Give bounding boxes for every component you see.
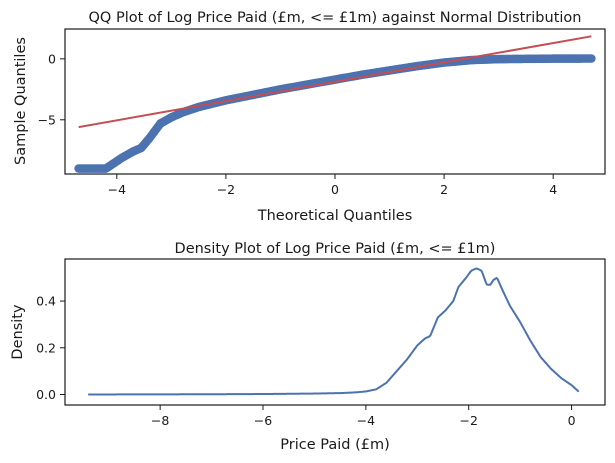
density-plot-xtick-label: 0 [568,413,576,428]
qq-plot-ytick-label: 0 [48,51,56,66]
density-plot-ylabel: Density [10,304,26,360]
qq-plot-ytick-label: −5 [38,112,56,127]
qq-plot-xlabel: Theoretical Quantiles [257,208,413,224]
qq-plot-ylabel: Sample Quantiles [13,37,29,165]
qq-plot-xtick-label: −4 [108,182,126,197]
density-plot: Density Plot of Log Price Paid (£m, <= £… [10,241,606,453]
qq-plot-ticks: −4 −2 0 2 4 0 −5 [38,51,558,197]
qq-plot-xtick-label: −2 [217,182,235,197]
density-plot-xlabel: Price Paid (£m) [280,437,389,453]
qq-plot-marks [74,35,596,173]
density-plot-xtick-label: −8 [151,413,169,428]
density-plot-ytick-label: 0.4 [36,294,56,309]
density-plot-ticks: −8 −6 −4 −2 0 0.0 0.2 0.4 [36,294,575,428]
density-plot-xtick-label: −2 [459,413,477,428]
qq-plot-frame [64,28,606,175]
qq-plot: QQ Plot of Log Price Paid (£m, <= £1m) a… [13,10,606,224]
qq-sample-point [587,54,596,63]
density-plot-frame [64,258,606,406]
density-plot-xtick-label: −4 [357,413,375,428]
density-curve [88,267,580,396]
qq-plot-xtick-label: 4 [549,182,557,197]
density-plot-marks [88,267,580,396]
qq-plot-xtick-label: 2 [440,182,448,197]
density-plot-ytick-label: 0.2 [36,340,56,355]
qq-plot-title: QQ Plot of Log Price Paid (£m, <= £1m) a… [89,10,582,26]
qq-reference-line [78,35,592,129]
density-plot-title: Density Plot of Log Price Paid (£m, <= £… [175,241,496,257]
density-plot-xtick-label: −6 [254,413,272,428]
density-plot-ytick-label: 0.0 [36,387,56,402]
qq-plot-xtick-label: 0 [331,182,339,197]
